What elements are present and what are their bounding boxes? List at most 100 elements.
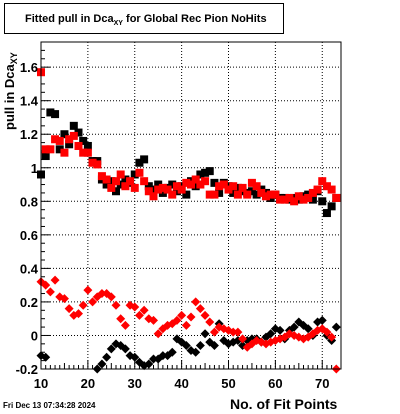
data-point-square xyxy=(107,177,116,186)
data-point-square xyxy=(233,190,242,199)
x-tick-label: 40 xyxy=(174,376,188,391)
data-point-square xyxy=(313,185,322,194)
data-point-square xyxy=(243,190,252,199)
plot-frame xyxy=(40,41,342,370)
data-point-diamond xyxy=(59,294,69,304)
data-point-square xyxy=(51,135,60,144)
data-points xyxy=(36,68,341,374)
x-tick-label: 60 xyxy=(268,376,282,391)
data-point-diamond xyxy=(78,300,88,310)
data-point-diamond xyxy=(116,314,126,324)
y-tick-label: 1.6 xyxy=(20,60,38,75)
data-point-square xyxy=(276,195,285,204)
data-point-square xyxy=(210,190,219,199)
data-point-square xyxy=(149,192,158,201)
data-point-diamond xyxy=(41,352,51,362)
data-point-diamond xyxy=(172,315,182,325)
data-point-diamond xyxy=(134,310,144,320)
data-point-diamond xyxy=(74,309,83,319)
data-point-square xyxy=(229,188,238,197)
data-point-diamond xyxy=(303,324,313,334)
data-point-diamond xyxy=(181,341,191,351)
data-point-square xyxy=(205,190,214,199)
data-point-square xyxy=(332,193,341,202)
tick-labels: 10 20 30 40 50 60 70 -0.2 0 0.2 0.4 0.6 0.8 1 1.2 1.4 1.… xyxy=(16,60,330,391)
data-point-square xyxy=(196,170,205,179)
y-tick-label: 0.2 xyxy=(20,295,38,310)
data-point-square xyxy=(168,180,177,189)
data-point-square xyxy=(187,180,195,189)
data-point-diamond xyxy=(205,317,215,327)
data-point-square xyxy=(154,180,163,189)
data-point-square xyxy=(327,185,336,194)
data-point-diamond xyxy=(144,359,154,369)
data-point-square xyxy=(304,193,313,202)
data-point-square xyxy=(60,148,69,157)
data-point-square xyxy=(69,121,78,130)
chart-title-main: Fitted pull in Dca xyxy=(25,13,114,25)
data-point-square xyxy=(60,130,69,139)
data-point-diamond xyxy=(331,322,341,332)
data-point-square xyxy=(88,158,97,167)
data-point-diamond xyxy=(209,327,219,337)
data-point-square xyxy=(107,183,116,192)
data-point-diamond xyxy=(106,344,116,354)
data-point-square xyxy=(46,108,55,117)
data-point-square xyxy=(327,202,336,211)
data-point-square xyxy=(83,148,92,157)
data-point-square xyxy=(126,177,135,186)
data-point-diamond xyxy=(97,289,107,299)
y-tick-label: 0.4 xyxy=(20,261,39,276)
data-point-square xyxy=(219,180,228,189)
data-point-square xyxy=(121,182,130,191)
data-point-diamond xyxy=(195,304,205,314)
data-point-diamond xyxy=(139,305,149,315)
y-tick-label: 0 xyxy=(31,328,38,343)
data-point-square xyxy=(41,152,50,161)
data-point-square xyxy=(285,193,294,202)
data-point-diamond xyxy=(41,280,51,290)
data-point-square xyxy=(130,183,139,192)
data-point-square xyxy=(210,178,219,187)
data-point-diamond xyxy=(200,329,210,339)
data-point-diamond xyxy=(64,304,74,314)
data-point-square xyxy=(112,177,120,186)
data-point-square xyxy=(51,110,60,119)
data-point-square xyxy=(135,158,144,167)
y-tick-label: 1.4 xyxy=(20,94,39,109)
data-point-square xyxy=(191,175,200,184)
x-tick-label: 10 xyxy=(34,376,48,391)
data-point-square xyxy=(55,145,64,154)
y-axis-label: pull in DcaXY xyxy=(2,52,19,130)
data-point-diamond xyxy=(106,292,116,302)
data-point-square xyxy=(102,175,111,184)
data-point-square xyxy=(172,182,181,191)
data-point-square xyxy=(163,185,172,194)
chart-title-subscript: XY xyxy=(113,20,123,27)
data-point-diamond xyxy=(317,315,327,325)
data-point-diamond xyxy=(149,315,158,325)
data-point-square xyxy=(238,183,247,192)
data-point-square xyxy=(79,148,88,157)
data-point-square xyxy=(130,170,139,179)
data-point-square xyxy=(154,185,163,194)
data-point-square xyxy=(112,187,120,196)
data-point-square xyxy=(229,182,238,191)
data-point-square xyxy=(121,175,130,184)
data-point-square xyxy=(299,195,308,204)
data-point-diamond xyxy=(228,327,238,337)
data-point-square xyxy=(318,177,327,186)
y-axis-label-main: pull in Dca xyxy=(2,64,17,130)
data-point-square xyxy=(201,168,210,177)
data-point-square xyxy=(201,177,210,186)
data-point-square xyxy=(46,145,55,154)
data-point-square xyxy=(215,182,224,191)
y-axis-label-subscript: XY xyxy=(9,52,19,65)
data-point-square xyxy=(322,182,331,191)
data-point-square xyxy=(69,131,78,140)
data-point-square xyxy=(116,180,125,189)
data-point-square xyxy=(97,172,106,181)
data-point-square xyxy=(182,178,191,187)
chart-title: Fitted pull in DcaXY for Global Rec Pion… xyxy=(25,13,267,27)
